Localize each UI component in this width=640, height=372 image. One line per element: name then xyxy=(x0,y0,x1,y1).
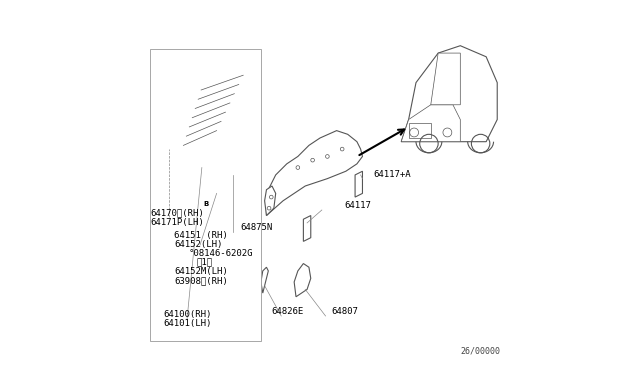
Text: °08146-6202G: °08146-6202G xyxy=(189,249,253,258)
Polygon shape xyxy=(150,49,261,341)
Polygon shape xyxy=(226,145,239,175)
Polygon shape xyxy=(243,68,253,86)
Text: 64100(RH): 64100(RH) xyxy=(163,310,211,319)
Text: 64875N: 64875N xyxy=(241,223,273,232)
Text: 64152(LH): 64152(LH) xyxy=(174,240,223,249)
Polygon shape xyxy=(408,123,431,138)
Text: 64152M(LH): 64152M(LH) xyxy=(174,267,228,276)
Text: 64117+A: 64117+A xyxy=(374,170,411,179)
Polygon shape xyxy=(401,46,497,142)
Text: 64826E: 64826E xyxy=(271,307,303,316)
Text: 64101(LH): 64101(LH) xyxy=(163,319,211,328)
Polygon shape xyxy=(303,215,311,241)
Polygon shape xyxy=(294,263,311,297)
Polygon shape xyxy=(176,68,257,167)
Polygon shape xyxy=(431,53,460,105)
Text: 64117: 64117 xyxy=(344,201,371,210)
Polygon shape xyxy=(167,131,174,142)
Polygon shape xyxy=(355,171,362,197)
Text: 63908　(RH): 63908 (RH) xyxy=(174,277,228,286)
Polygon shape xyxy=(215,179,226,193)
Polygon shape xyxy=(154,97,193,157)
Text: 64171P(LH): 64171P(LH) xyxy=(150,218,204,227)
Polygon shape xyxy=(264,186,276,215)
Text: （1）: （1） xyxy=(196,257,212,266)
Polygon shape xyxy=(261,267,268,293)
Text: 26/00000: 26/00000 xyxy=(460,347,500,356)
Polygon shape xyxy=(266,131,362,215)
Text: 64170　(RH): 64170 (RH) xyxy=(150,208,204,217)
Text: B: B xyxy=(204,201,209,207)
Text: 64151 (RH): 64151 (RH) xyxy=(174,231,228,240)
Polygon shape xyxy=(228,61,246,71)
Text: 64807: 64807 xyxy=(331,307,358,316)
Polygon shape xyxy=(401,105,460,142)
